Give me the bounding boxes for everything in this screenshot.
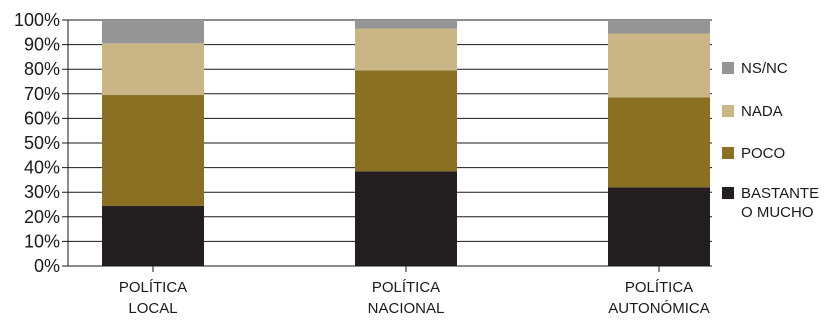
legend-swatch <box>722 147 734 159</box>
y-tick-label: 90% <box>24 35 60 55</box>
x-axis <box>62 20 712 272</box>
legend-label: POCO <box>741 145 785 162</box>
bar-segment <box>355 70 457 172</box>
bar-segment <box>355 171 457 266</box>
y-tick-label: 50% <box>24 133 60 153</box>
bar-segment <box>608 97 710 188</box>
legend-label: O MUCHO <box>741 204 814 221</box>
x-tick-label: POLÍTICA <box>372 279 440 296</box>
bar-segment <box>102 205 204 266</box>
legend-item: NS/NC <box>722 60 788 77</box>
y-tick-label: 40% <box>24 158 60 178</box>
legend-label: NS/NC <box>741 60 788 77</box>
legend-label: BASTANTE <box>741 185 819 202</box>
y-tick-label: 30% <box>24 182 60 202</box>
legend-swatch <box>722 187 734 199</box>
bar-segment <box>608 20 710 34</box>
legend-item: NADA <box>722 103 783 120</box>
x-tick-label: POLÍTICA <box>625 279 693 296</box>
x-tick-label: NACIONAL <box>368 300 445 317</box>
x-tick-label: AUTONÓMICA <box>608 300 709 317</box>
x-tick-label: LOCAL <box>128 300 177 317</box>
legend-item: BASTANTE O MUCHO <box>722 185 819 221</box>
bar-segment <box>102 20 204 44</box>
legend-label: NADA <box>741 103 783 120</box>
y-tick-label: 0% <box>34 256 60 276</box>
y-tick-label: 100% <box>14 10 60 30</box>
bar-segment <box>355 28 457 71</box>
legend-swatch <box>722 105 734 117</box>
x-axis-labels: POLÍTICA LOCAL POLÍTICA NACIONAL POLÍTICA AUT… <box>119 279 710 317</box>
bars <box>102 20 710 266</box>
y-tick-label: 20% <box>24 207 60 227</box>
legend: NS/NC NADA POCO BASTANTE O MUCHO <box>722 60 819 221</box>
bar-segment <box>608 187 710 266</box>
bar-segment <box>608 33 710 98</box>
x-tick-label: POLÍTICA <box>119 279 187 296</box>
y-tick-label: 60% <box>24 108 60 128</box>
y-tick-label: 10% <box>24 231 60 251</box>
bar-segment <box>102 95 204 206</box>
y-tick-label: 70% <box>24 84 60 104</box>
legend-item: POCO <box>722 145 785 162</box>
bar-segment <box>355 20 457 29</box>
bar-segment <box>102 43 204 96</box>
y-tick-label: 80% <box>24 59 60 79</box>
y-axis-ticks: 0% 10% 20% 30% 40% 50% 60% 70% 80% 90% 100% <box>14 10 60 276</box>
legend-swatch <box>722 62 734 74</box>
